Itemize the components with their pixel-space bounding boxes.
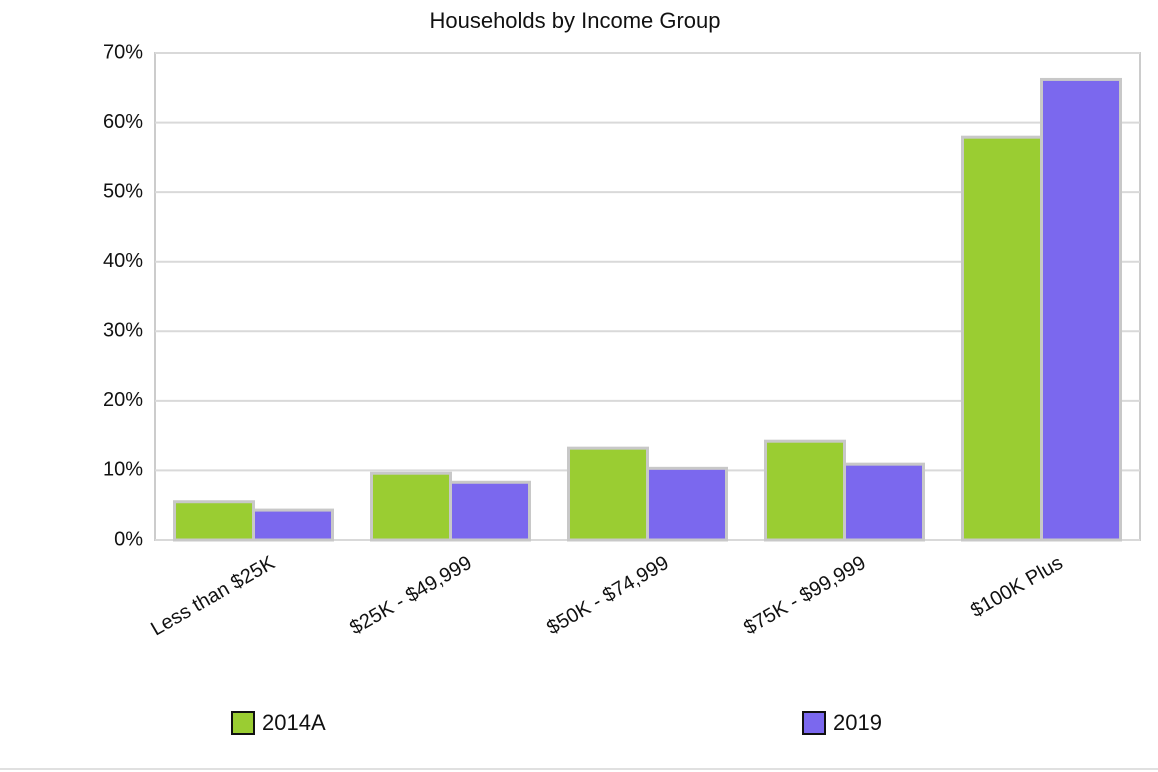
chart-title: Households by Income Group	[429, 8, 720, 33]
legend-label: 2019	[833, 710, 882, 735]
bar	[173, 500, 255, 542]
bar	[961, 135, 1043, 542]
y-tick-label: 10%	[103, 459, 143, 481]
bar	[764, 439, 846, 542]
x-tick-label: Less than $25K	[147, 552, 279, 641]
y-tick-label: 40%	[103, 250, 143, 272]
x-tick-label: $50K - $74,999	[543, 552, 672, 639]
bar	[646, 466, 728, 542]
bar	[1040, 77, 1122, 542]
y-tick-label: 50%	[103, 180, 143, 202]
legend-label: 2014A	[262, 710, 326, 735]
legend-swatch	[802, 711, 826, 735]
x-tick-label: $75K - $99,999	[740, 552, 869, 639]
y-tick-label: 30%	[103, 320, 143, 342]
bar	[252, 508, 334, 542]
y-tick-label: 60%	[103, 111, 143, 133]
x-tick-label: $100K Plus	[967, 552, 1067, 622]
bar	[843, 462, 925, 542]
y-tick-label: 20%	[103, 389, 143, 411]
bar	[449, 480, 531, 542]
bar	[567, 446, 649, 542]
legend-swatch	[231, 711, 255, 735]
y-tick-label: 0%	[114, 528, 143, 550]
y-tick-label: 70%	[103, 41, 143, 63]
x-tick-label: $25K - $49,999	[346, 552, 475, 639]
bar	[370, 471, 452, 542]
